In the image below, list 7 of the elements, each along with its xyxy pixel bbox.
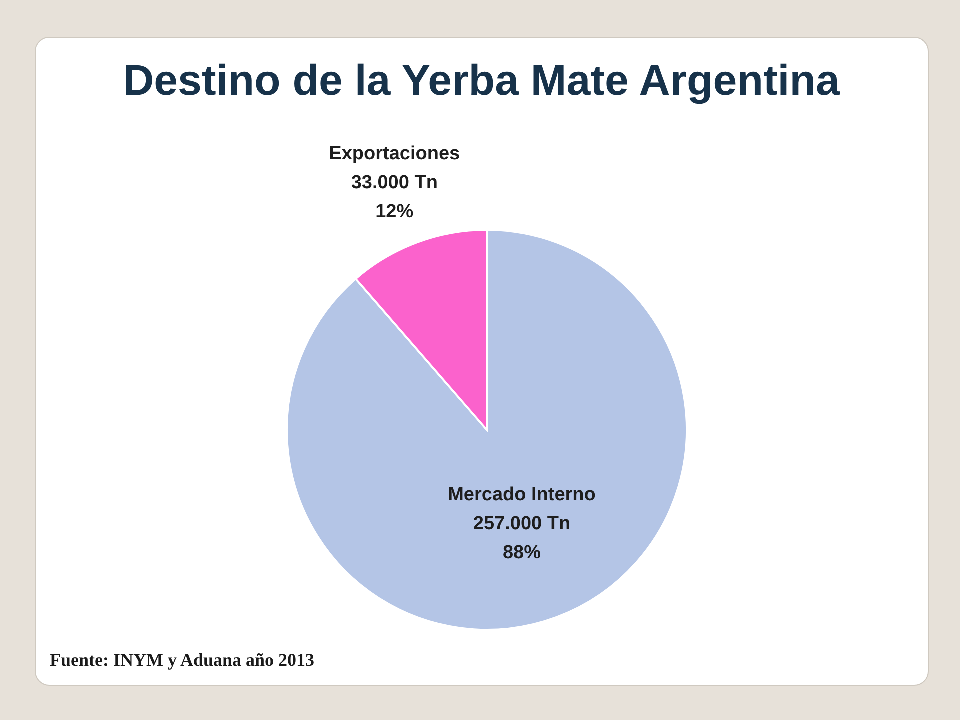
slice-label: Exportaciones [329,144,460,165]
slice-label: Mercado Interno [448,484,596,506]
chart-title: Destino de la Yerba Mate Argentina [123,57,842,105]
pie-slice [286,229,688,631]
data-label: 257.000 Tn 88% [473,514,571,564]
source-note: Fuente: INYM y Aduana año 2013 [50,650,315,670]
data-label: 33.000 Tn 12% [351,172,438,223]
